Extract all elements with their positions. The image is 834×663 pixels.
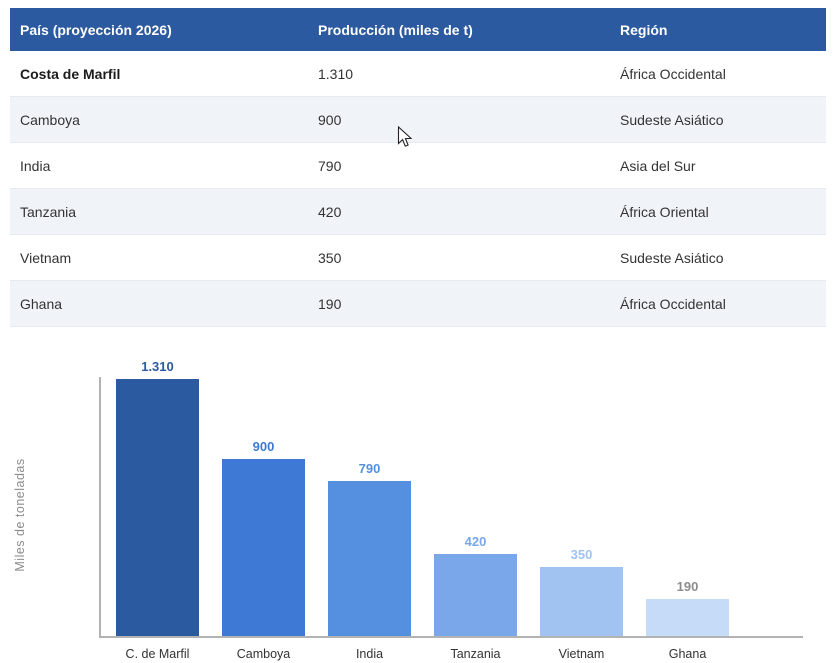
cell-region: África Occidental [620,65,726,82]
cell-country: Camboya [20,111,80,128]
cell-production: 790 [318,157,342,174]
table-row: India 790 Asia del Sur [10,143,826,189]
bar-value-label: 190 [676,579,699,594]
table-row: Camboya 900 Sudeste Asiático [10,97,826,143]
table-header-cell: Producción (miles de t) [318,21,473,38]
bar [116,379,199,636]
cell-region: África Occidental [620,295,726,312]
x-axis-category-label: Vietnam [558,647,605,661]
y-axis-line [99,377,101,638]
production-table: País (proyección 2026) Producción (miles … [10,8,826,327]
bar-value-label: 1.310 [141,359,174,374]
bar-chart: Miles de toneladas 1.310 C. de Marfil 900 C… [0,333,834,663]
cell-country: Costa de Marfil [20,65,121,82]
bar-column: 900 Camboya [222,379,305,661]
table-header-row: País (proyección 2026) Producción (miles … [10,8,826,51]
bar-value-label: 900 [252,439,275,454]
bar-value-label: 350 [570,547,593,562]
cell-country: India [20,157,51,174]
cell-country: Ghana [20,295,63,312]
bar-column: 1.310 C. de Marfil [116,359,199,661]
bar-column: 790 India [328,379,411,661]
bar-column: 420 Tanzania [434,379,517,661]
cell-region: Sudeste Asiático [620,111,724,128]
bar-value-label: 420 [464,534,487,549]
bar-value-label: 790 [358,461,381,476]
bars-container: 1.310 C. de Marfil 900 Camboya 790 India 420 Ta… [99,359,803,661]
cell-region: Sudeste Asiático [620,249,724,266]
bar [540,567,623,636]
bar-column: 350 Vietnam [540,379,623,661]
table-body: Costa de Marfil 1.310 África Occidental Cam… [10,51,826,327]
cell-production: 1.310 [318,65,354,82]
bar [222,459,305,636]
table-row: Costa de Marfil 1.310 África Occidental [10,51,826,97]
table-header-cell: Región [620,21,668,38]
y-axis-label: Miles de toneladas [13,458,27,572]
cell-region: África Oriental [620,203,709,220]
table-row: Ghana 190 África Occidental [10,281,826,327]
cell-country: Tanzania [20,203,77,220]
x-axis-category-label: Tanzania [450,647,501,661]
x-axis-category-label: C. de Marfil [125,647,190,661]
bar [646,599,729,636]
table-row: Vietnam 350 Sudeste Asiático [10,235,826,281]
plot-area: 1.310 C. de Marfil 900 Camboya 790 India 420 Ta… [99,359,803,661]
x-axis-category-label: Camboya [236,647,291,661]
x-axis-category-label: Ghana [668,647,707,661]
x-axis-line [99,636,803,638]
cell-production: 350 [318,249,342,266]
bar [328,481,411,636]
table-header-cell: País (proyección 2026) [20,21,172,38]
x-axis-category-label: India [355,647,384,661]
bar-column: 190 Ghana [646,379,729,661]
cell-country: Vietnam [20,249,72,266]
cell-production: 900 [318,111,342,128]
cell-production: 420 [318,203,342,220]
table-row: Tanzania 420 África Oriental [10,189,826,235]
cell-production: 190 [318,295,342,312]
bar [434,554,517,636]
cell-region: Asia del Sur [620,157,696,174]
